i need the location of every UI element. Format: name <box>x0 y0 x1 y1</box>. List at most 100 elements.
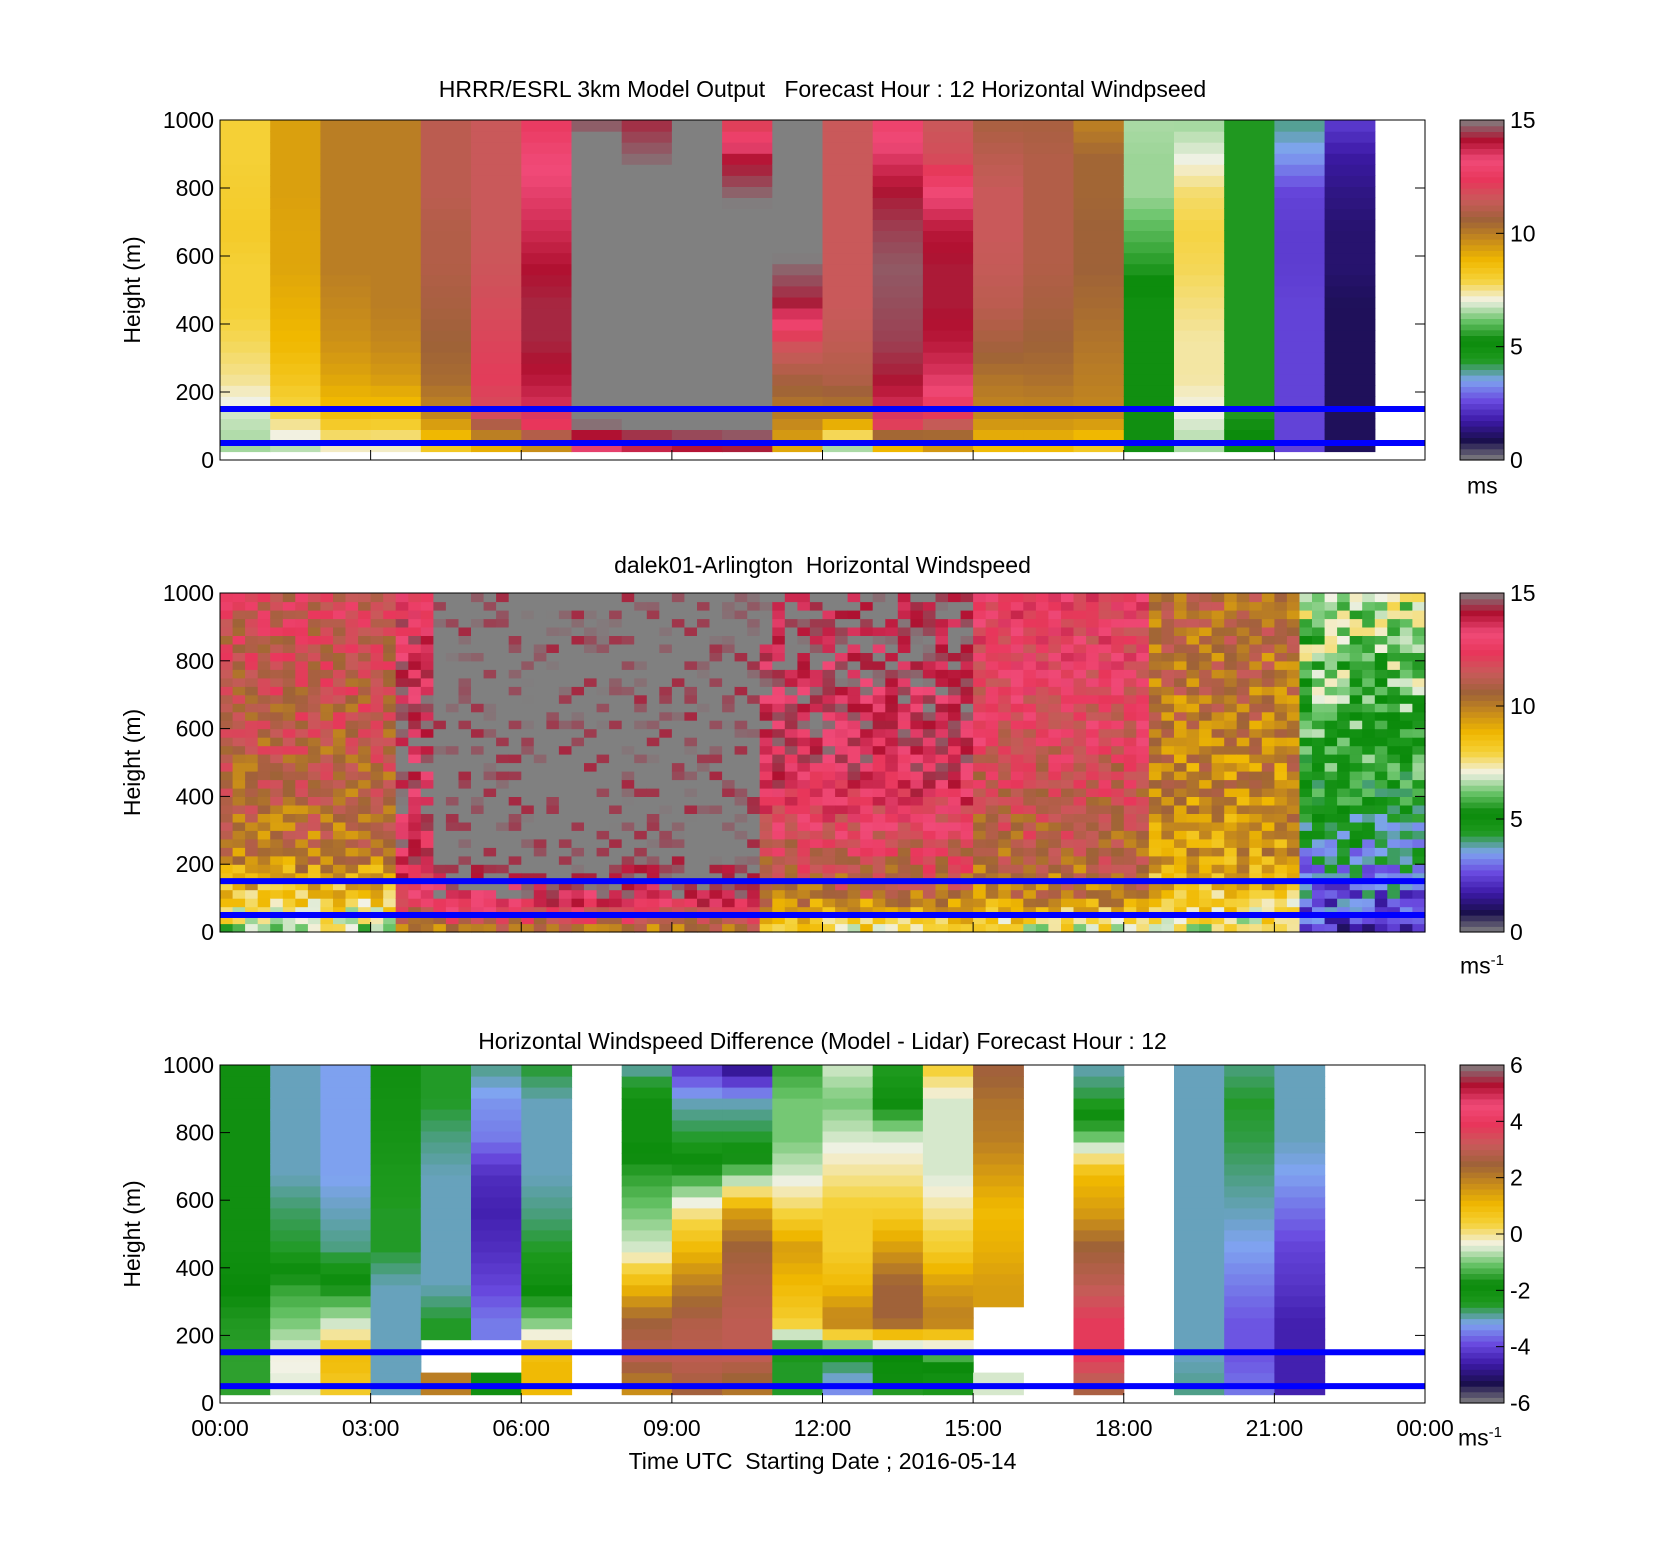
heatmap-cell <box>735 627 748 636</box>
heatmap-cell <box>346 839 359 848</box>
y-tick-label: 400 <box>176 783 214 809</box>
heatmap-cell <box>735 652 748 661</box>
heatmap-cell <box>1074 231 1125 243</box>
heatmap-cell <box>1362 754 1375 763</box>
heatmap-cell <box>308 669 321 678</box>
heatmap-cell <box>634 610 647 619</box>
heatmap-cell <box>810 686 823 695</box>
heatmap-cell <box>1187 864 1200 873</box>
heatmap-cell <box>672 720 685 729</box>
heatmap-cell <box>1224 275 1275 287</box>
heatmap-cell <box>320 1098 371 1110</box>
heatmap-cell <box>923 644 936 653</box>
heatmap-cell <box>672 1087 723 1099</box>
heatmap-cell <box>320 385 371 397</box>
heatmap-cell <box>1375 635 1388 644</box>
heatmap-cell <box>1300 678 1313 687</box>
heatmap-cell <box>1325 771 1338 780</box>
heatmap-cell <box>948 602 961 611</box>
heatmap-cell <box>572 429 623 441</box>
heatmap-cell <box>772 746 785 755</box>
heatmap-cell <box>258 678 271 687</box>
heatmap-cell <box>1237 627 1250 636</box>
heatmap-cell <box>1237 652 1250 661</box>
colorbar-swatch <box>1460 876 1504 882</box>
colorbar-swatch <box>1460 672 1504 678</box>
heatmap-cell <box>1287 661 1300 670</box>
heatmap-cell <box>722 644 735 653</box>
heatmap-cell <box>823 695 836 704</box>
heatmap-cell <box>421 197 472 209</box>
heatmap-cell <box>1074 695 1087 704</box>
heatmap-cell <box>1337 652 1350 661</box>
heatmap-cell <box>948 712 961 721</box>
heatmap-cell <box>559 737 572 746</box>
heatmap-cell <box>1023 330 1074 342</box>
heatmap-cell <box>408 669 421 678</box>
heatmap-cell <box>1300 610 1313 619</box>
heatmap-cell <box>1061 780 1074 789</box>
heatmap-cell <box>597 830 610 839</box>
heatmap-cell <box>609 805 622 814</box>
heatmap-cell <box>697 678 710 687</box>
colorbar-swatch <box>1460 650 1504 656</box>
colorbar-swatch <box>1460 165 1504 171</box>
heatmap-cell <box>1412 822 1425 831</box>
heatmap-cell <box>1187 847 1200 856</box>
heatmap-cell <box>245 635 258 644</box>
heatmap-cell <box>873 253 924 265</box>
heatmap-cell <box>860 610 873 619</box>
heatmap-cell <box>295 839 308 848</box>
heatmap-cell <box>823 644 836 653</box>
heatmap-cell <box>684 746 697 755</box>
heatmap-cell <box>220 618 233 627</box>
heatmap-cell <box>885 924 898 933</box>
heatmap-cell <box>747 796 760 805</box>
heatmap-cell <box>948 644 961 653</box>
heatmap-cell <box>371 363 422 375</box>
heatmap-cell <box>973 308 1024 320</box>
heatmap-cell <box>910 822 923 831</box>
heatmap-cell <box>1174 618 1187 627</box>
heatmap-cell <box>546 729 559 738</box>
heatmap-cell <box>1086 695 1099 704</box>
heatmap-cell <box>308 805 321 814</box>
heatmap-cell <box>1375 669 1388 678</box>
heatmap-cell <box>1161 720 1174 729</box>
heatmap-cell <box>948 695 961 704</box>
heatmap-cell <box>885 763 898 772</box>
heatmap-cell <box>1325 197 1376 209</box>
heatmap-cell <box>647 720 660 729</box>
heatmap-cell <box>1099 788 1112 797</box>
heatmap-cell <box>220 341 271 353</box>
heatmap-cell <box>1086 924 1099 933</box>
heatmap-cell <box>860 780 873 789</box>
heatmap-cell <box>521 253 572 265</box>
heatmap-cell <box>1111 635 1124 644</box>
heatmap-cell <box>672 796 685 805</box>
heatmap-cell <box>772 796 785 805</box>
heatmap-cell <box>283 746 296 755</box>
heatmap-cell <box>672 1109 723 1121</box>
heatmap-cell <box>760 729 773 738</box>
heatmap-cell <box>546 703 559 712</box>
heatmap-cell <box>1412 635 1425 644</box>
heatmap-cell <box>421 644 434 653</box>
heatmap-cell <box>1174 186 1225 198</box>
heatmap-cell <box>1237 661 1250 670</box>
heatmap-cell <box>534 864 547 873</box>
heatmap-cell <box>471 627 484 636</box>
heatmap-cell <box>936 847 949 856</box>
heatmap-cell <box>1274 780 1287 789</box>
heatmap-cell <box>672 813 685 822</box>
heatmap-cell <box>1124 635 1137 644</box>
heatmap-cell <box>986 788 999 797</box>
heatmap-cell <box>320 805 333 814</box>
heatmap-cell <box>1300 780 1313 789</box>
heatmap-cell <box>546 822 559 831</box>
heatmap-cell <box>546 695 559 704</box>
y-tick-label: 800 <box>176 175 214 201</box>
heatmap-cell <box>1224 720 1237 729</box>
heatmap-cell <box>496 720 509 729</box>
heatmap-cell <box>973 231 1024 243</box>
